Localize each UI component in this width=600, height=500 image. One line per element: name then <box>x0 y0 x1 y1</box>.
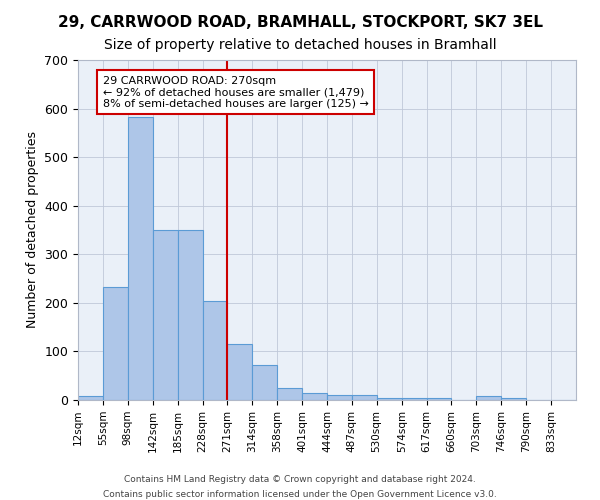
Text: 29 CARRWOOD ROAD: 270sqm
← 92% of detached houses are smaller (1,479)
8% of semi: 29 CARRWOOD ROAD: 270sqm ← 92% of detach… <box>103 76 368 108</box>
Y-axis label: Number of detached properties: Number of detached properties <box>26 132 39 328</box>
Bar <box>203 302 227 400</box>
Bar <box>427 398 451 400</box>
Text: Contains public sector information licensed under the Open Government Licence v3: Contains public sector information licen… <box>103 490 497 499</box>
Bar <box>178 230 203 400</box>
Bar <box>352 395 377 400</box>
Bar <box>377 398 402 400</box>
Bar <box>277 388 302 400</box>
Bar <box>153 230 178 400</box>
Bar <box>402 398 427 400</box>
Bar <box>103 287 128 400</box>
Bar <box>327 395 352 400</box>
Bar <box>78 396 103 400</box>
Bar <box>302 392 327 400</box>
Text: Contains HM Land Registry data © Crown copyright and database right 2024.: Contains HM Land Registry data © Crown c… <box>124 475 476 484</box>
Bar <box>128 117 153 400</box>
Bar <box>252 364 277 400</box>
Text: Size of property relative to detached houses in Bramhall: Size of property relative to detached ho… <box>104 38 496 52</box>
Bar <box>501 398 526 400</box>
Bar <box>227 344 252 400</box>
Text: 29, CARRWOOD ROAD, BRAMHALL, STOCKPORT, SK7 3EL: 29, CARRWOOD ROAD, BRAMHALL, STOCKPORT, … <box>58 15 542 30</box>
Bar <box>476 396 501 400</box>
